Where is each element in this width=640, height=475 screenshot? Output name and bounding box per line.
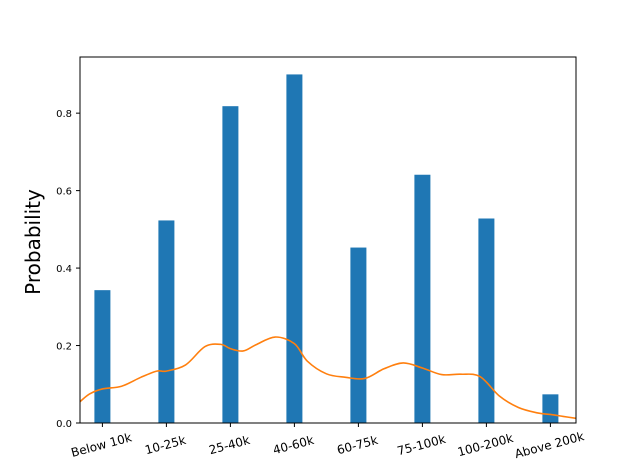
bar-75-100k	[414, 174, 431, 423]
y-tick-label: 0.8	[56, 109, 72, 120]
y-axis: 0.0 0.2 0.4 0.6 0.8	[56, 109, 80, 430]
plot-frame	[79, 56, 577, 424]
y-tick-label: 0.2	[56, 342, 72, 353]
x-tick-label: Below 10k	[70, 430, 134, 460]
y-tick-label: 0.6	[56, 187, 72, 198]
density-line	[80, 336, 576, 420]
y-tick-label: 0.4	[56, 264, 72, 275]
x-tick-label: Above 200k	[513, 429, 586, 461]
line-series	[80, 336, 576, 420]
x-axis: Below 10k 10-25k 25-40k 40-60k 60-75k 75-100k…	[70, 423, 586, 461]
x-tick-label: 10-25k	[143, 433, 187, 457]
bar-100-200k	[478, 218, 495, 423]
bar-series	[94, 74, 559, 423]
x-tick-label: 75-100k	[396, 432, 447, 458]
y-tick-label: 0.0	[56, 419, 72, 430]
x-tick-label: 40-60k	[271, 433, 315, 457]
x-tick-label: 60-75k	[335, 433, 379, 457]
bar-above-200k	[542, 394, 559, 423]
bar-60-75k	[350, 247, 367, 423]
x-tick-label: 100-200k	[456, 431, 515, 459]
bar-below-10k	[94, 290, 111, 423]
bar-40-60k	[286, 74, 303, 423]
bar-25-40k	[222, 106, 239, 423]
x-tick-label: 25-40k	[207, 433, 251, 457]
bar-10-25k	[158, 220, 175, 423]
y-axis-label: Probability	[21, 189, 45, 295]
